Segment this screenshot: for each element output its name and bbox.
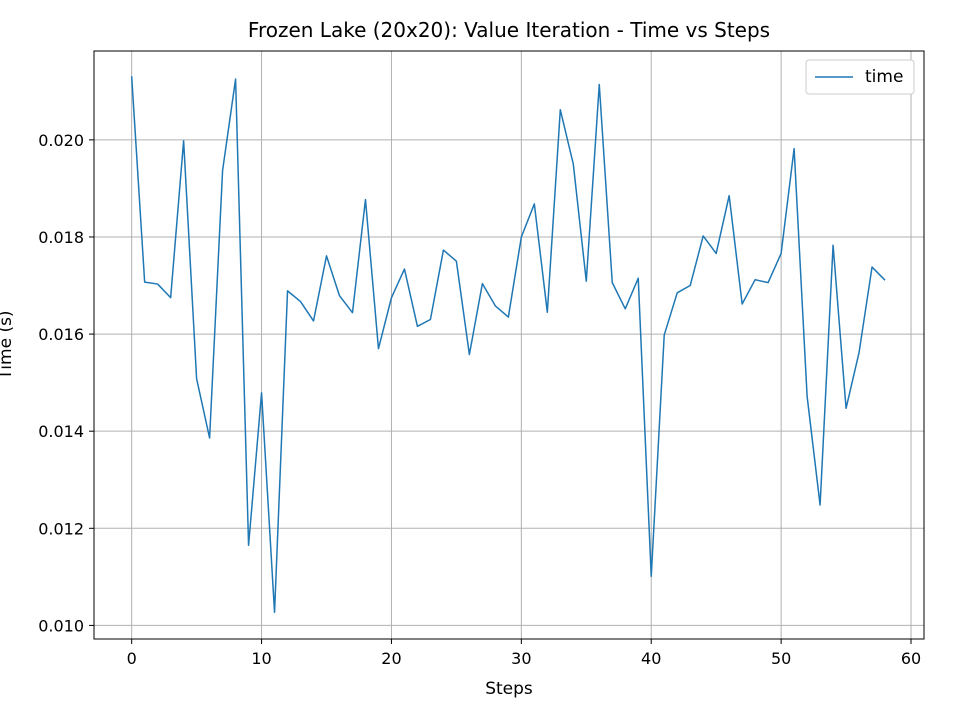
x-tick-label: 40: [641, 649, 661, 668]
x-tick-label: 0: [127, 649, 137, 668]
y-tick-label: 0.016: [38, 325, 84, 344]
y-tick-label: 0.018: [38, 228, 84, 247]
series-layer: [130, 76, 886, 614]
y-axis-label: Time (s): [0, 310, 16, 380]
y-tick-label: 0.010: [38, 616, 84, 635]
y-tick-label: 0.012: [38, 519, 84, 538]
x-axis-label: Steps: [485, 679, 533, 699]
x-tick-label: 30: [511, 649, 531, 668]
y-tick-label: 0.014: [38, 422, 84, 441]
x-tick-label: 10: [251, 649, 271, 668]
legend: time: [805, 59, 915, 95]
legend-label: time: [865, 67, 903, 87]
x-tick-label: 20: [381, 649, 401, 668]
x-tick-label: 60: [901, 649, 921, 668]
grid-lines: [94, 51, 924, 639]
x-tick-label: 50: [771, 649, 791, 668]
legend-box: [805, 59, 915, 95]
axis-ticks: 0 10 20 30 40 50 60 0.010 0.012 0.014 0.016 0.018 0.…: [38, 131, 921, 668]
chart-title: Frozen Lake (20x20): Value Iteration - T…: [248, 18, 770, 42]
y-tick-label: 0.020: [38, 131, 84, 150]
plot-frame: [93, 50, 925, 640]
series-line-time: [130, 76, 886, 614]
